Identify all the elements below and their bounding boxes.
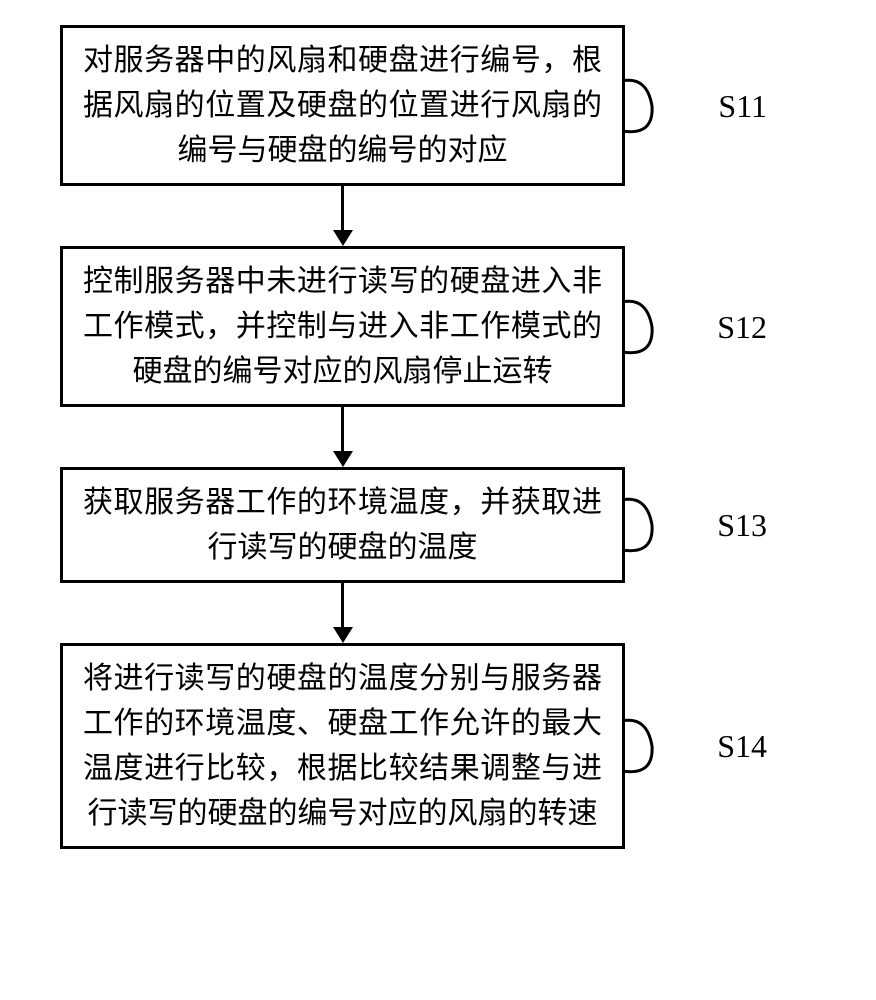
- arrow-line-2: [341, 407, 344, 455]
- arrow-1: [60, 186, 625, 246]
- arrow-line-3: [341, 583, 344, 631]
- step-label-2: S12: [717, 303, 767, 351]
- step-text-2: 控制服务器中未进行读写的硬盘进入非工作模式，并控制与进入非工作模式的硬盘的编号对…: [83, 265, 602, 388]
- arrow-line-1: [341, 186, 344, 234]
- connector-curve-4: [622, 711, 672, 781]
- arrow-2: [60, 407, 625, 467]
- step-box-4: 将进行读写的硬盘的温度分别与服务器工作的环境温度、硬盘工作允许的最大温度进行比较…: [60, 643, 625, 849]
- connector-curve-2: [622, 292, 672, 362]
- step-text-4: 将进行读写的硬盘的温度分别与服务器工作的环境温度、硬盘工作允许的最大温度进行比较…: [83, 662, 602, 830]
- step-label-3: S13: [717, 501, 767, 549]
- connector-curve-1: [622, 71, 672, 141]
- step-box-2: 控制服务器中未进行读写的硬盘进入非工作模式，并控制与进入非工作模式的硬盘的编号对…: [60, 246, 625, 407]
- step-box-1: 对服务器中的风扇和硬盘进行编号，根据风扇的位置及硬盘的位置进行风扇的编号与硬盘的…: [60, 25, 625, 186]
- step-label-4: S14: [717, 722, 767, 770]
- step-box-3: 获取服务器工作的环境温度，并获取进行读写的硬盘的温度 S13: [60, 467, 625, 583]
- step-label-1: S11: [718, 82, 767, 130]
- arrow-head-2: [333, 451, 353, 467]
- arrow-head-1: [333, 230, 353, 246]
- arrow-head-3: [333, 627, 353, 643]
- flowchart-container: 对服务器中的风扇和硬盘进行编号，根据风扇的位置及硬盘的位置进行风扇的编号与硬盘的…: [60, 25, 820, 849]
- step-text-1: 对服务器中的风扇和硬盘进行编号，根据风扇的位置及硬盘的位置进行风扇的编号与硬盘的…: [83, 44, 602, 167]
- connector-curve-3: [622, 490, 672, 560]
- step-text-3: 获取服务器工作的环境温度，并获取进行读写的硬盘的温度: [83, 486, 602, 564]
- arrow-3: [60, 583, 625, 643]
